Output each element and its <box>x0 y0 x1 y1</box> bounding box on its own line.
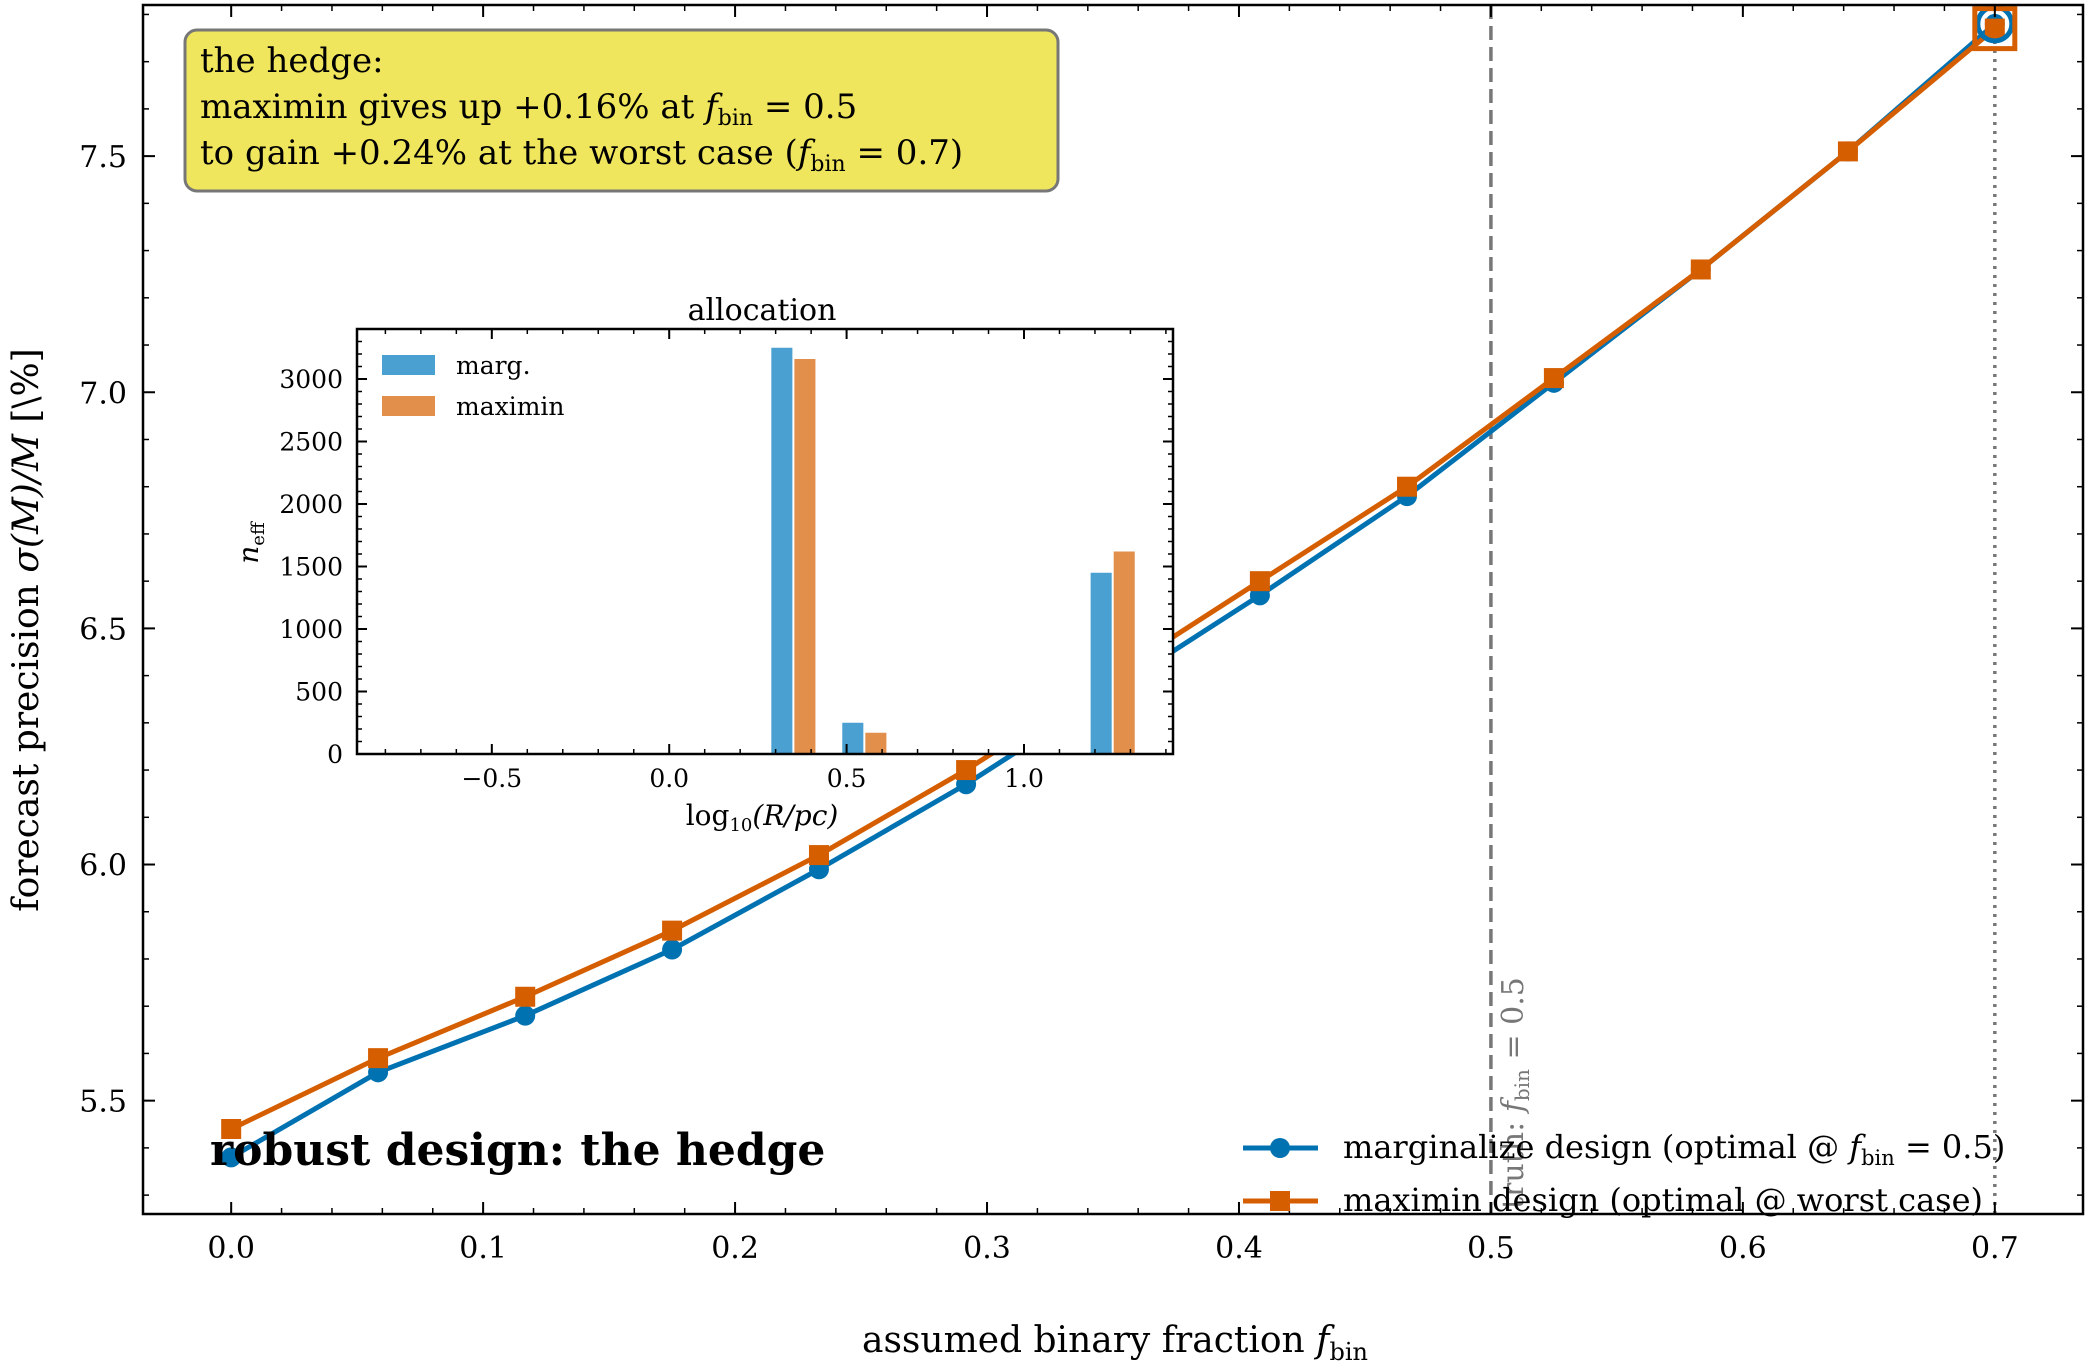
inset-plot: −0.5 0.0 0.5 1.0 0 500 1000 1500 2000 2500 3000 al… <box>232 293 1175 836</box>
inset-y-tick-label: 1000 <box>279 615 343 644</box>
inset-title: allocation <box>688 293 837 328</box>
inset-y-tick-label: 2000 <box>279 490 343 519</box>
inset-y-tick-label: 3000 <box>279 365 343 394</box>
data-point-maximin <box>515 986 536 1007</box>
legend-entry-marginalize: marginalize design (optimal @ fbin = 0.5… <box>1243 1128 2005 1170</box>
bar-marg <box>842 722 864 754</box>
x-tick-label: 0.6 <box>1719 1231 1767 1266</box>
bar-marg <box>771 347 793 754</box>
annotation-line-1: the hedge: <box>200 41 384 81</box>
inset-ticks: −0.5 0.0 0.5 1.0 0 500 1000 1500 2000 2500 3000 <box>279 329 1173 793</box>
data-point-marginalize <box>221 1147 242 1168</box>
bar-maximin <box>794 359 816 754</box>
x-tick-label: 0.3 <box>963 1231 1011 1266</box>
inset-y-axis-label: neff <box>232 521 269 564</box>
bar-marg <box>1090 572 1112 754</box>
truth-line-label: truth: fbin = 0.5 <box>1496 977 1534 1209</box>
x-tick-label: 0.5 <box>1467 1231 1515 1266</box>
bar-maximin <box>865 732 887 754</box>
inset-legend-label-maximin: maximin <box>456 392 565 421</box>
inset-x-tick-label: 1.0 <box>1004 764 1044 793</box>
legend-label-marginalize: marginalize design (optimal @ fbin = 0.5… <box>1343 1128 2005 1170</box>
x-tick-label: 0.4 <box>1215 1231 1263 1266</box>
inset-y-tick-label: 2500 <box>279 428 343 457</box>
data-point-maximin <box>368 1048 389 1069</box>
x-tick-label: 0.2 <box>711 1231 759 1266</box>
x-tick-label: 0.0 <box>207 1231 255 1266</box>
y-axis-label: forecast precision σ(M)/M [\%] <box>6 348 47 911</box>
data-point-marginalize <box>662 939 683 960</box>
inset-legend-label-marg: marg. <box>456 351 531 380</box>
y-tick-label: 6.0 <box>79 849 127 884</box>
inset-legend-swatch-maximin <box>382 396 435 416</box>
inset-x-tick-label: 0.0 <box>649 764 689 793</box>
legend-marker-circle <box>1270 1138 1290 1158</box>
x-axis-label: assumed binary fraction fbin <box>862 1320 1368 1366</box>
inset-bars <box>771 347 1135 754</box>
inset-x-tick-label: 0.5 <box>827 764 867 793</box>
data-point-maximin <box>1837 141 1858 162</box>
y-tick-label: 6.5 <box>79 612 127 647</box>
annotation-line-2: maximin gives up +0.16% at fbin = 0.5 <box>200 87 857 131</box>
data-point-maximin <box>1397 476 1418 497</box>
x-tick-label: 0.7 <box>1971 1231 2019 1266</box>
annotation-box: the hedge: maximin gives up +0.16% at fb… <box>183 28 1060 193</box>
data-point-maximin <box>1543 368 1564 389</box>
inset-legend-swatch-marg <box>382 355 435 375</box>
y-tick-label: 7.5 <box>79 140 127 175</box>
x-tick-label: 0.1 <box>459 1231 507 1266</box>
main-legend: marginalize design (optimal @ fbin = 0.5… <box>1243 1128 2005 1219</box>
y-tick-label: 5.5 <box>79 1085 127 1120</box>
bar-maximin <box>1113 551 1135 754</box>
y-tick-label: 7.0 <box>79 376 127 411</box>
main-axes-frame <box>141 3 2085 1216</box>
legend-entry-maximin: maximin design (optimal @ worst case) <box>1243 1181 1983 1219</box>
inset-y-tick-label: 500 <box>295 678 343 707</box>
data-point-maximin <box>221 1118 242 1139</box>
inset-y-tick-label: 1500 <box>279 553 343 582</box>
data-point-marginalize <box>515 1005 536 1026</box>
legend-marker-square <box>1270 1191 1290 1211</box>
data-point-maximin <box>808 845 829 866</box>
data-point-maximin <box>1690 259 1711 280</box>
legend-label-maximin: maximin design (optimal @ worst case) <box>1343 1181 1983 1219</box>
inset-legend: marg. maximin <box>382 351 565 421</box>
annotation-line-3: to gain +0.24% at the worst case (fbin =… <box>200 133 963 177</box>
data-point-maximin <box>662 920 683 941</box>
data-point-maximin <box>1249 571 1270 592</box>
inset-y-tick-label: 0 <box>327 740 343 769</box>
inset-x-axis-label: log10(R/pc) <box>686 799 839 836</box>
figure-caption: robust design: the hedge <box>210 1125 825 1176</box>
reference-lines <box>1489 5 1997 1214</box>
main-ticks: 0.0 0.1 0.2 0.3 0.4 0.5 0.6 0.7 5.5 6.0 6.5 7.0 7.5 <box>79 5 2083 1266</box>
annotation-background <box>183 28 1060 193</box>
data-point-maximin <box>956 760 977 781</box>
inset-x-tick-label: −0.5 <box>461 764 522 793</box>
data-point-maximin <box>1984 18 2005 39</box>
inset-background <box>357 329 1173 754</box>
